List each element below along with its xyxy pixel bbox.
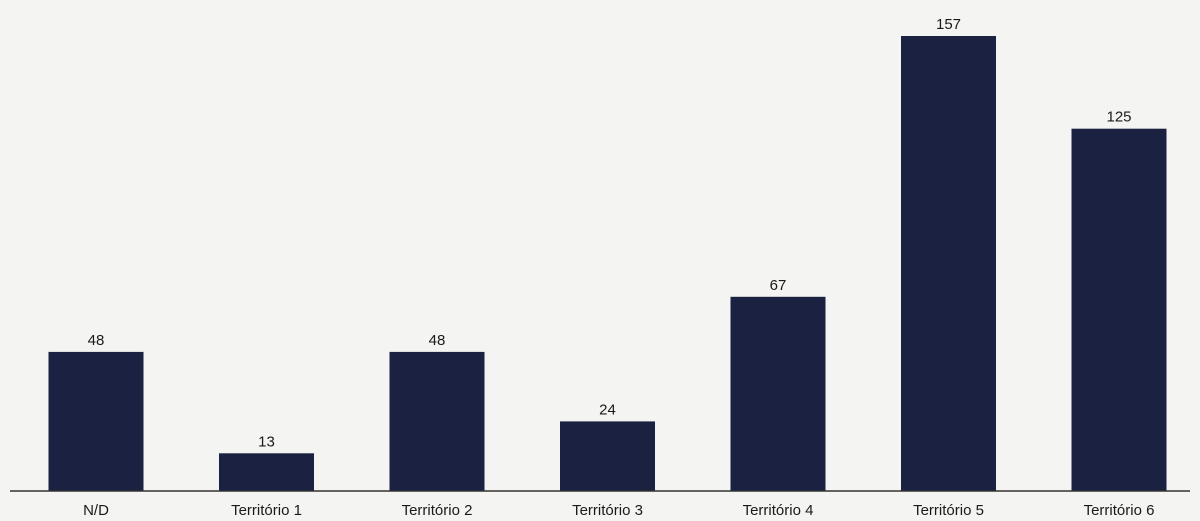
bar-6 <box>1071 128 1167 491</box>
bar-5 <box>901 36 996 491</box>
x-tick-labels-group: N/D Território 1 Território 2 Território 3 T… <box>83 502 1154 519</box>
x-tick-label-2: Território 2 <box>402 502 473 519</box>
value-label-2: 48 <box>429 332 446 349</box>
x-tick-label-1: Território 1 <box>231 502 302 519</box>
x-tick-label-3: Território 3 <box>572 502 643 519</box>
value-label-4: 67 <box>770 277 787 294</box>
x-tick-label-5: Território 5 <box>913 502 984 519</box>
value-label-3: 24 <box>599 401 616 418</box>
bar-2 <box>389 351 485 491</box>
bar-1 <box>219 453 314 491</box>
value-label-1: 13 <box>258 433 275 450</box>
value-label-6: 125 <box>1106 109 1131 126</box>
x-tick-label-6: Território 6 <box>1084 502 1155 519</box>
bar-0 <box>48 351 144 491</box>
value-labels-group: 48 13 48 24 67 157 125 <box>88 16 1132 450</box>
bar-3 <box>560 421 655 491</box>
x-tick-label-4: Território 4 <box>743 502 814 519</box>
bar-4 <box>730 296 826 491</box>
value-label-5: 157 <box>936 16 961 33</box>
x-tick-label-0: N/D <box>83 502 109 519</box>
bars-group <box>48 36 1167 491</box>
value-label-0: 48 <box>88 332 105 349</box>
